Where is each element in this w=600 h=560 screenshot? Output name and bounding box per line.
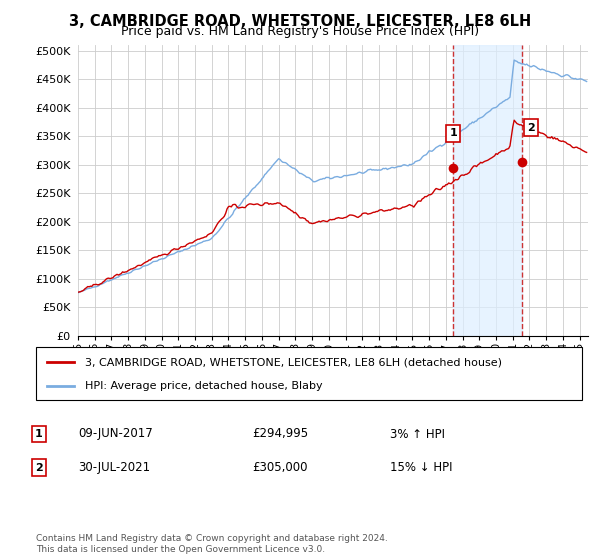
Text: 1: 1	[35, 429, 43, 439]
Text: Price paid vs. HM Land Registry's House Price Index (HPI): Price paid vs. HM Land Registry's House …	[121, 25, 479, 38]
Text: 09-JUN-2017: 09-JUN-2017	[78, 427, 153, 441]
Text: Contains HM Land Registry data © Crown copyright and database right 2024.
This d: Contains HM Land Registry data © Crown c…	[36, 534, 388, 554]
Text: 2: 2	[527, 123, 535, 133]
Text: 2: 2	[35, 463, 43, 473]
Text: 30-JUL-2021: 30-JUL-2021	[78, 461, 150, 474]
Text: £294,995: £294,995	[252, 427, 308, 441]
Text: £305,000: £305,000	[252, 461, 308, 474]
Text: HPI: Average price, detached house, Blaby: HPI: Average price, detached house, Blab…	[85, 380, 323, 390]
Bar	[453, 45, 523, 336]
Text: 3, CAMBRIDGE ROAD, WHETSTONE, LEICESTER, LE8 6LH (detached house): 3, CAMBRIDGE ROAD, WHETSTONE, LEICESTER,…	[85, 357, 502, 367]
Text: 15% ↓ HPI: 15% ↓ HPI	[390, 461, 452, 474]
Text: 3, CAMBRIDGE ROAD, WHETSTONE, LEICESTER, LE8 6LH: 3, CAMBRIDGE ROAD, WHETSTONE, LEICESTER,…	[69, 14, 531, 29]
Text: 3% ↑ HPI: 3% ↑ HPI	[390, 427, 445, 441]
Text: 1: 1	[449, 128, 457, 138]
FancyBboxPatch shape	[36, 347, 582, 400]
